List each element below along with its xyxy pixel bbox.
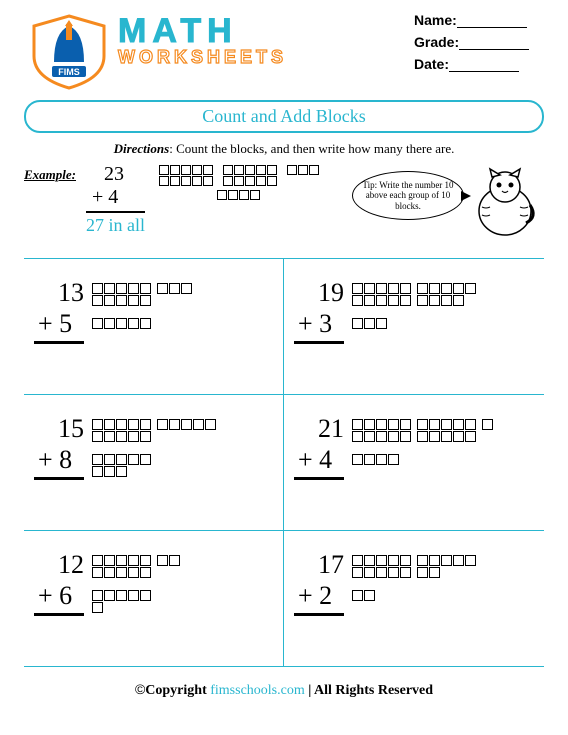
problems-grid: 13+ 519+ 315+ 821+ 412+ 617+ 2 (24, 259, 544, 667)
problem-top: 19 (294, 277, 344, 308)
example-top-number: 23 (86, 163, 145, 186)
problem-bottom: + 5 (34, 308, 84, 344)
math-title: MATH (118, 12, 414, 51)
problem-top: 21 (294, 413, 344, 444)
cat-illustration (472, 167, 538, 239)
tip-bubble: Tip: Write the number 10 above each grou… (352, 171, 464, 220)
problem-blocks (92, 419, 216, 489)
directions: Directions: Count the blocks, and then w… (24, 141, 544, 157)
problem-cell: 15+ 8 (24, 395, 284, 531)
example-math: 23 + 4 27 in all (86, 163, 145, 236)
problem-blocks (352, 419, 493, 477)
svg-text:FIMS: FIMS (58, 67, 80, 77)
problem-top: 13 (34, 277, 84, 308)
problem-bottom: + 4 (294, 444, 344, 480)
example-bottom-number: + 4 (86, 186, 145, 213)
name-field: Name: (414, 12, 544, 28)
problem-blocks (92, 283, 192, 341)
problem-blocks (352, 555, 476, 613)
problem-cell: 21+ 4 (284, 395, 544, 531)
header: FIMS MATH WORKSHEETS Name: Grade: Date: (24, 12, 544, 92)
problem-blocks (352, 283, 476, 341)
date-field: Date: (414, 56, 544, 72)
problem-bottom: + 3 (294, 308, 344, 344)
problem-blocks (92, 555, 180, 625)
worksheets-subtitle: WORKSHEETS (118, 47, 414, 68)
example-blocks (145, 163, 319, 200)
problem-bottom: + 6 (34, 580, 84, 616)
example-answer: 27 in all (86, 213, 145, 236)
footer: ©Copyright fimsschools.com | All Rights … (24, 681, 544, 699)
problem-bottom: + 2 (294, 580, 344, 616)
problem-cell: 19+ 3 (284, 259, 544, 395)
student-fields: Name: Grade: Date: (414, 12, 544, 78)
problem-top: 17 (294, 549, 344, 580)
school-logo: FIMS (24, 12, 114, 92)
example-section: Example: 23 + 4 27 in all Tip: Write the… (24, 163, 544, 259)
directions-label: Directions (114, 141, 170, 156)
problem-top: 15 (34, 413, 84, 444)
footer-link[interactable]: fimsschools.com (210, 683, 305, 698)
problem-cell: 17+ 2 (284, 531, 544, 667)
example-label: Example: (24, 167, 76, 183)
worksheet-title-banner: Count and Add Blocks (24, 100, 544, 133)
problem-cell: 12+ 6 (24, 531, 284, 667)
title-block: MATH WORKSHEETS (114, 12, 414, 68)
problem-bottom: + 8 (34, 444, 84, 480)
grade-field: Grade: (414, 34, 544, 50)
directions-text: : Count the blocks, and then write how m… (169, 141, 454, 156)
problem-top: 12 (34, 549, 84, 580)
problem-cell: 13+ 5 (24, 259, 284, 395)
